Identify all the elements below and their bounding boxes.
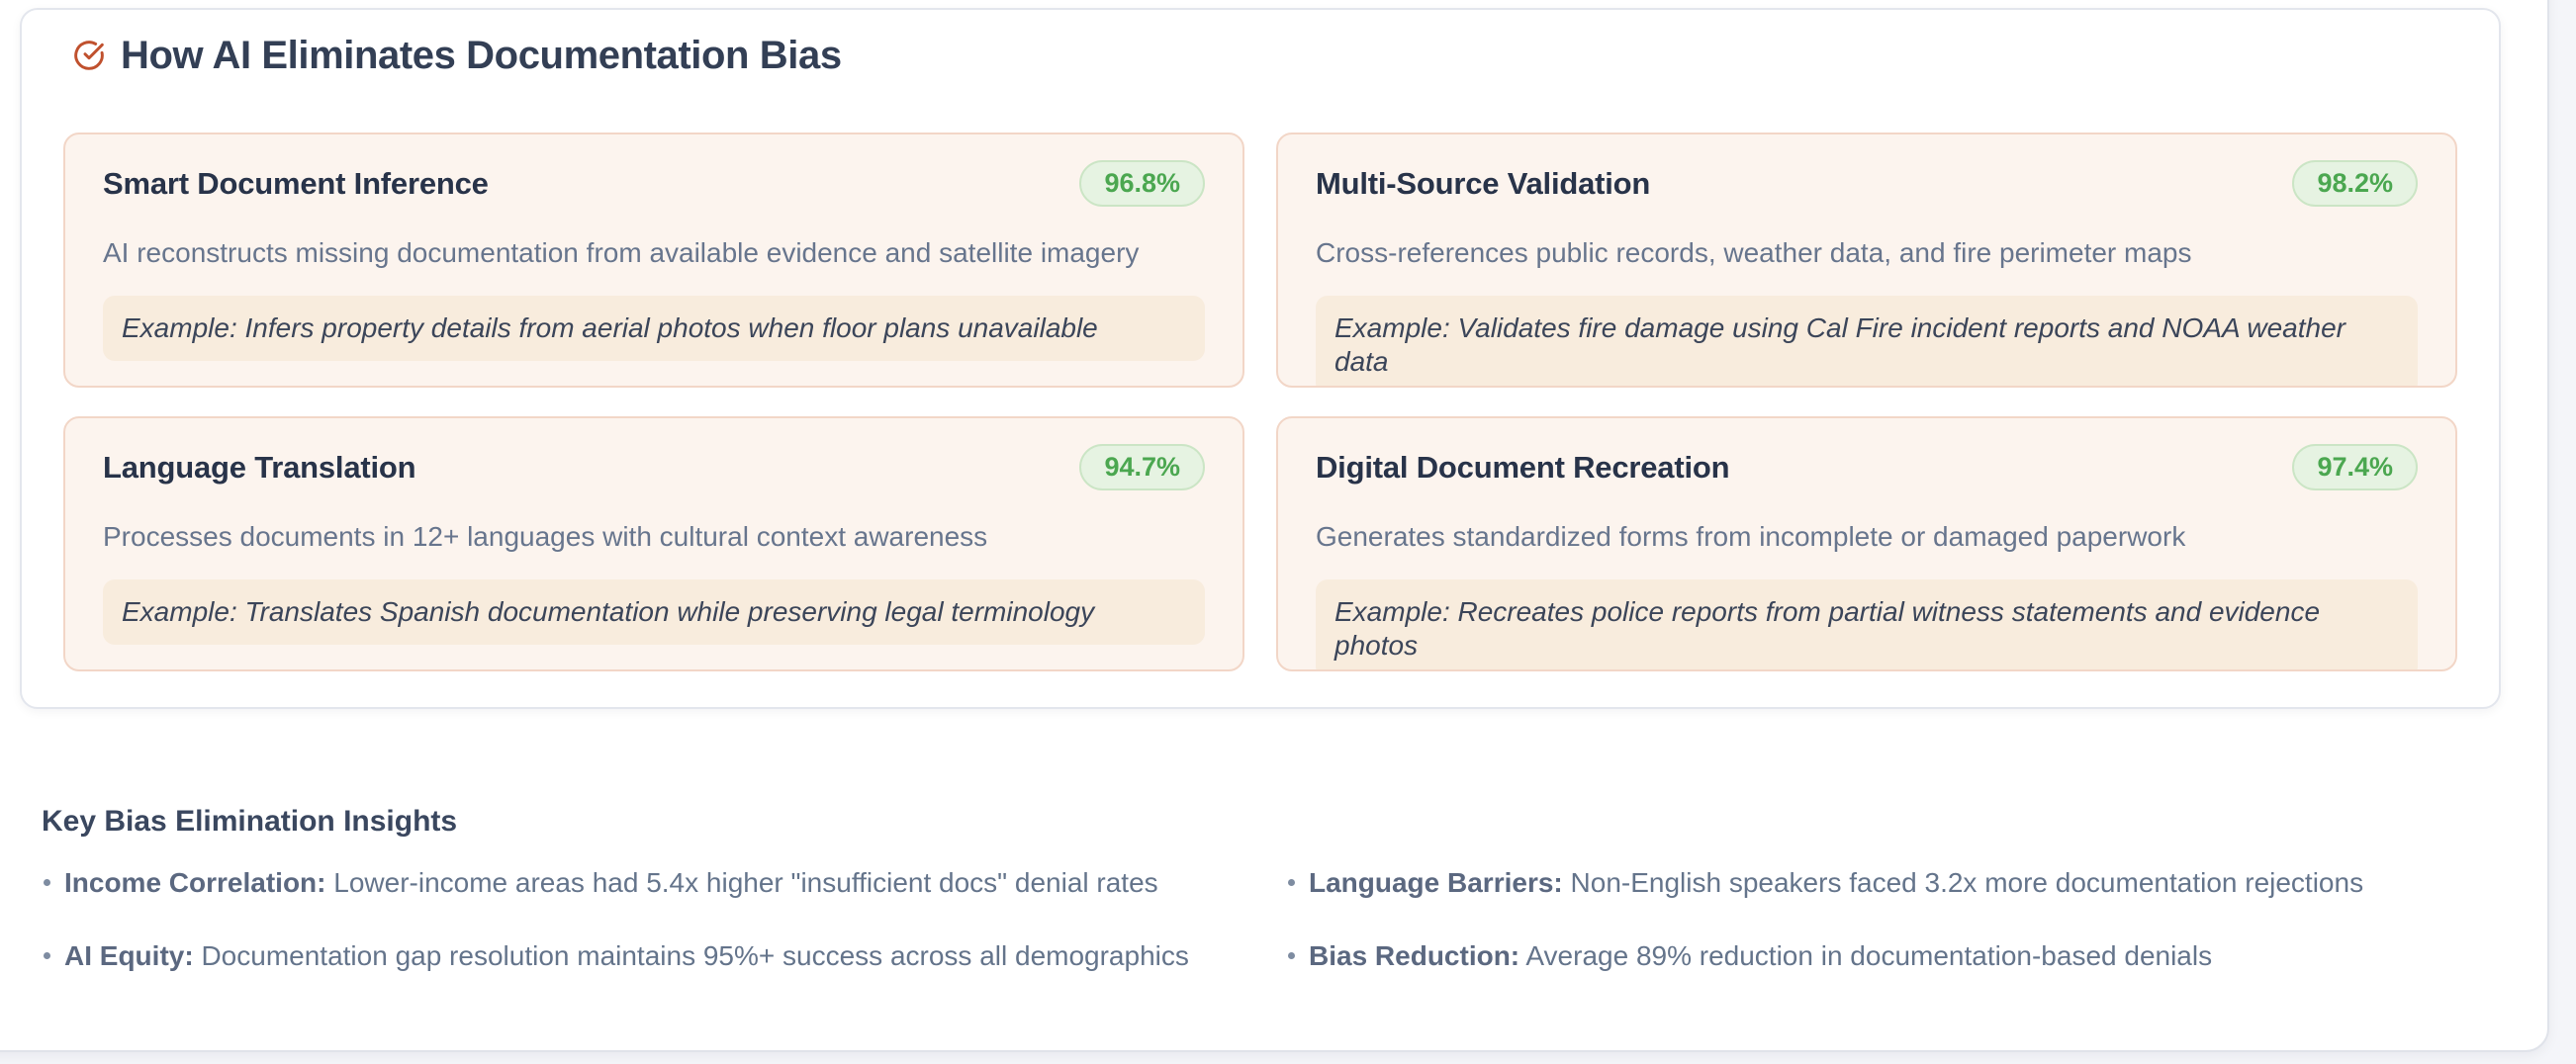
insight-text: Documentation gap resolution maintains 9…	[201, 940, 1189, 971]
feature-example: Example: Translates Spanish documentatio…	[103, 579, 1205, 645]
accuracy-badge: 97.4%	[2292, 444, 2418, 490]
feature-card-head: Multi-Source Validation 98.2%	[1316, 160, 2418, 207]
feature-card-smart-document-inference: Smart Document Inference 96.8% AI recons…	[63, 133, 1244, 388]
feature-example: Example: Infers property details from ae…	[103, 296, 1205, 361]
feature-card-head: Digital Document Recreation 97.4%	[1316, 444, 2418, 490]
feature-title: Digital Document Recreation	[1316, 449, 1730, 485]
feature-title: Language Translation	[103, 449, 416, 485]
insight-text: Average 89% reduction in documentation-b…	[1525, 940, 2213, 971]
feature-card-digital-document-recreation: Digital Document Recreation 97.4% Genera…	[1276, 416, 2457, 671]
bullet-icon	[1288, 951, 1295, 959]
feature-description: Processes documents in 12+ languages wit…	[103, 521, 988, 552]
insight-item-language-barriers: Language Barriers: Non-English speakers …	[1286, 866, 2507, 900]
feature-title: Multi-Source Validation	[1316, 165, 1651, 201]
feature-grid: Smart Document Inference 96.8% AI recons…	[63, 133, 2457, 671]
feature-card-head: Language Translation 94.7%	[103, 444, 1205, 490]
insight-item-income-correlation: Income Correlation: Lower-income areas h…	[42, 866, 1262, 900]
feature-description: AI reconstructs missing documentation fr…	[103, 237, 1140, 268]
feature-card-multi-source-validation: Multi-Source Validation 98.2% Cross-refe…	[1276, 133, 2457, 388]
insight-item-ai-equity: AI Equity: Documentation gap resolution …	[42, 939, 1262, 973]
bullet-icon	[44, 951, 50, 959]
insight-item-bias-reduction: Bias Reduction: Average 89% reduction in…	[1286, 939, 2507, 973]
insight-text: Lower-income areas had 5.4x higher "insu…	[333, 867, 1158, 898]
feature-card-language-translation: Language Translation 94.7% Processes doc…	[63, 416, 1244, 671]
insight-label: Bias Reduction:	[1309, 940, 1520, 971]
bullet-icon	[1288, 878, 1295, 886]
panel-title: How AI Eliminates Documentation Bias	[121, 34, 842, 77]
insight-label: AI Equity:	[64, 940, 194, 971]
insight-label: Language Barriers:	[1309, 867, 1563, 898]
check-circle-icon	[73, 40, 105, 71]
insights-grid: Income Correlation: Lower-income areas h…	[42, 866, 2507, 973]
insight-text: Non-English speakers faced 3.2x more doc…	[1570, 867, 2364, 898]
feature-example: Example: Recreates police reports from p…	[1316, 579, 2418, 669]
feature-example: Example: Validates fire damage using Cal…	[1316, 296, 2418, 386]
documentation-bias-panel: How AI Eliminates Documentation Bias Sma…	[20, 8, 2501, 709]
insight-label: Income Correlation:	[64, 867, 326, 898]
bullet-icon	[44, 878, 50, 886]
panel-header: How AI Eliminates Documentation Bias	[73, 32, 2457, 79]
feature-description: Generates standardized forms from incomp…	[1316, 521, 2186, 552]
key-insights-section: Key Bias Elimination Insights Income Cor…	[42, 803, 2507, 973]
feature-card-head: Smart Document Inference 96.8%	[103, 160, 1205, 207]
accuracy-badge: 94.7%	[1079, 444, 1205, 490]
accuracy-badge: 96.8%	[1079, 160, 1205, 207]
feature-description: Cross-references public records, weather…	[1316, 237, 2192, 268]
insights-heading: Key Bias Elimination Insights	[42, 805, 458, 838]
feature-title: Smart Document Inference	[103, 165, 489, 201]
accuracy-badge: 98.2%	[2292, 160, 2418, 207]
